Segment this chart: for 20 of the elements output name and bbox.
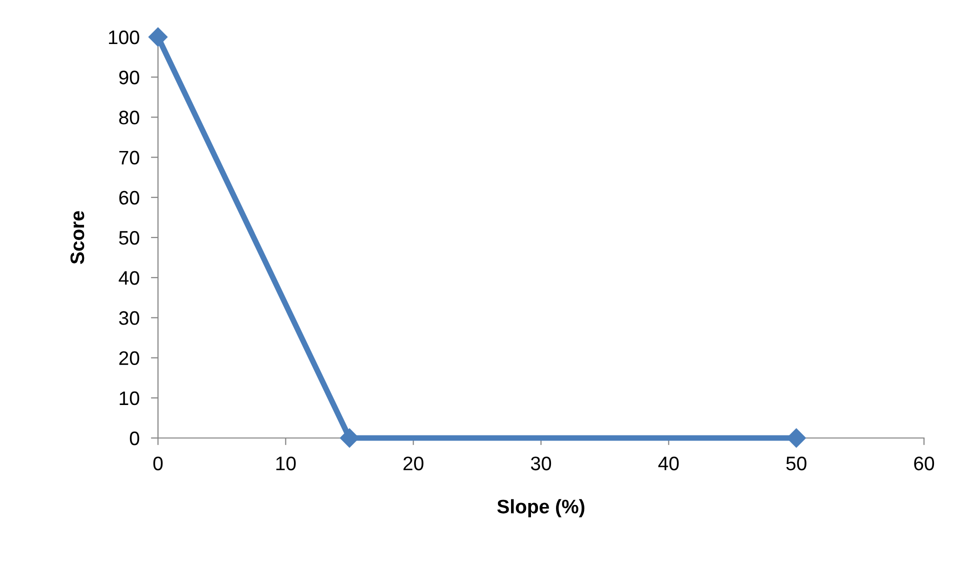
y-tick-label: 50: [119, 230, 140, 245]
x-tick-label: 20: [404, 456, 424, 470]
y-tick-label: 60: [119, 190, 140, 205]
x-tick-label: 10: [276, 456, 296, 470]
y-tick-label: 90: [119, 70, 140, 84]
y-tick-label: 40: [118, 271, 140, 285]
y-tick-label: 20: [119, 351, 140, 366]
y-tick-label: 0: [130, 431, 140, 446]
x-tick-label: 40: [658, 456, 679, 470]
y-tick-label: 100: [108, 30, 140, 44]
x-tick-label: 60: [914, 456, 934, 470]
x-tick-label: 30: [530, 456, 552, 470]
y-axis-title: Score: [70, 211, 84, 264]
y-tick-label: 30: [119, 311, 140, 325]
y-tick-label: 80: [119, 110, 140, 124]
x-tick-label: 0: [153, 456, 163, 470]
y-tick-label: 70: [119, 150, 140, 165]
y-tick-label: 10: [120, 391, 140, 406]
x-axis-title: Slope (%): [497, 499, 584, 518]
x-tick-label: 50: [786, 456, 806, 470]
